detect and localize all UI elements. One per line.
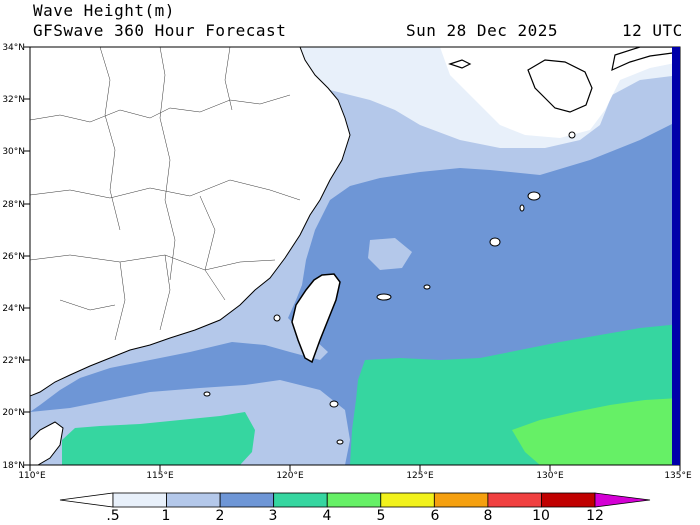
color-bar-segment <box>487 492 542 508</box>
province-borders <box>30 47 301 341</box>
legend-label: 12 <box>586 508 604 524</box>
color-bar-under <box>59 492 114 508</box>
legend-label: 5 <box>377 508 386 524</box>
forecast-date: Sun 28 Dec 2025 <box>406 21 558 40</box>
color-bar-labels: .5 1 2 3 4 5 6 8 10 12 <box>106 508 604 524</box>
longitude-labels: 110°E 115°E 120°E 125°E 130°E 135°E <box>18 471 692 481</box>
color-bar-segment <box>112 492 167 508</box>
color-bar-segment <box>380 492 435 508</box>
lon-label: 125°E <box>406 471 434 481</box>
land-korea-jeju <box>448 59 472 69</box>
islands <box>203 131 576 445</box>
legend-label: 8 <box>484 508 493 524</box>
legend-label: .5 <box>106 508 119 524</box>
legend-label: 2 <box>216 508 225 524</box>
latitude-labels: 34°N 32°N 30°N 28°N 26°N 24°N 22°N 20°N … <box>2 43 25 471</box>
lon-label: 110°E <box>18 471 46 481</box>
legend-label: 10 <box>532 508 550 524</box>
wave-band-4-5m <box>512 398 680 465</box>
legend-label: 6 <box>431 508 440 524</box>
land-taiwan <box>291 273 341 364</box>
color-bar-segment <box>326 492 382 508</box>
axis-ticks <box>24 46 681 471</box>
color-bar-segment <box>219 492 275 508</box>
lat-label: 28°N <box>2 200 25 210</box>
land-japan-north <box>611 47 680 72</box>
color-bar-segment <box>273 492 328 508</box>
color-bar-segment <box>166 492 221 508</box>
lat-label: 30°N <box>2 147 25 157</box>
color-bar <box>59 492 651 508</box>
wave-band-3-4m-west <box>62 412 255 465</box>
color-bar-segment <box>541 492 596 508</box>
land-japan <box>527 59 593 113</box>
lat-label: 24°N <box>2 304 25 314</box>
lat-label: 20°N <box>2 408 25 418</box>
color-bar-over <box>594 492 651 508</box>
lon-label: 115°E <box>146 471 174 481</box>
lat-label: 32°N <box>2 95 25 105</box>
lon-label: 130°E <box>536 471 564 481</box>
lon-label: 120°E <box>276 471 304 481</box>
wave-band-1-2m-patch <box>368 238 412 270</box>
forecast-time: 12 UTC <box>622 21 683 40</box>
lat-label: 26°N <box>2 252 25 262</box>
lat-label: 22°N <box>2 356 25 366</box>
land-hainan <box>30 421 64 465</box>
map-right-edge <box>672 47 680 465</box>
color-bar-segment <box>433 492 489 508</box>
legend-label: 4 <box>323 508 332 524</box>
land-mainland <box>30 47 351 397</box>
lat-label: 18°N <box>2 461 25 471</box>
lat-label: 34°N <box>2 43 25 53</box>
forecast-label: GFSwave 360 Hour Forecast <box>33 21 287 40</box>
legend-label: 3 <box>269 508 278 524</box>
lon-label: 135°E <box>664 471 692 481</box>
legend-label: 1 <box>162 508 171 524</box>
map-title: Wave Height(m) <box>33 1 175 20</box>
map-field <box>30 47 680 465</box>
